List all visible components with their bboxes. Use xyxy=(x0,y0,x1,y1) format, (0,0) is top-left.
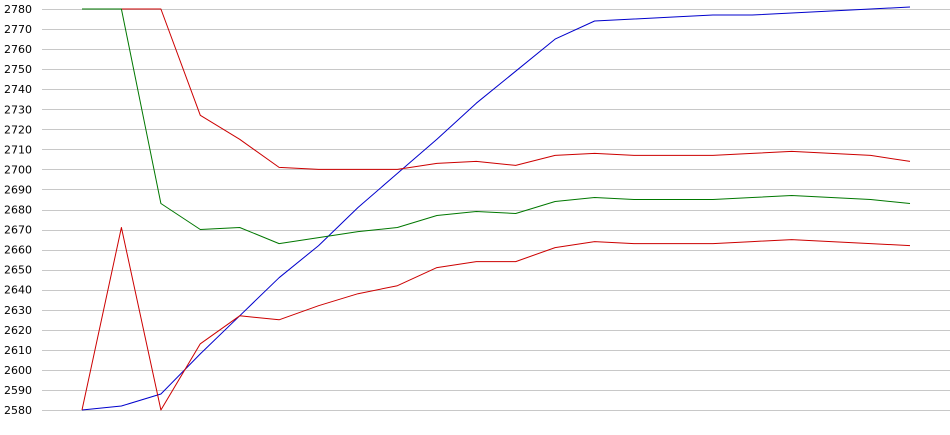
y-tick-label-2770: 2770 xyxy=(4,23,32,36)
y-tick-label-2630: 2630 xyxy=(4,304,32,317)
y-tick-label-2660: 2660 xyxy=(4,244,32,257)
y-tick-label-2670: 2670 xyxy=(4,224,32,237)
series-line-3 xyxy=(82,8,911,245)
y-tick-label-2780: 2780 xyxy=(4,3,32,16)
y-tick-label-2730: 2730 xyxy=(4,103,32,116)
y-tick-label-2600: 2600 xyxy=(4,364,32,377)
y-tick-label-2690: 2690 xyxy=(4,183,32,196)
y-tick-label-2620: 2620 xyxy=(4,324,32,337)
y-tick-label-2580: 2580 xyxy=(4,404,32,417)
y-tick-label-2700: 2700 xyxy=(4,163,32,176)
grid-layer xyxy=(42,9,950,411)
y-tick-label-2650: 2650 xyxy=(4,264,32,277)
y-tick-label-2720: 2720 xyxy=(4,123,32,136)
series-line-1 xyxy=(81,6,911,411)
y-tick-label-2640: 2640 xyxy=(4,284,32,297)
y-tick-label-2740: 2740 xyxy=(4,83,32,96)
series-layer xyxy=(81,6,911,411)
y-tick-label-2760: 2760 xyxy=(4,43,32,56)
y-tick-label-2680: 2680 xyxy=(4,204,32,217)
y-tick-label-2750: 2750 xyxy=(4,63,32,76)
y-tick-labels: 2580 2590 2600 2610 2620 2630 2640 2650 2660 2670… xyxy=(4,3,32,417)
series-line-4 xyxy=(81,227,911,411)
series-line-2 xyxy=(82,8,911,170)
y-tick-label-2590: 2590 xyxy=(4,384,32,397)
y-tick-label-2610: 2610 xyxy=(4,344,32,357)
y-tick-label-2710: 2710 xyxy=(4,143,32,156)
